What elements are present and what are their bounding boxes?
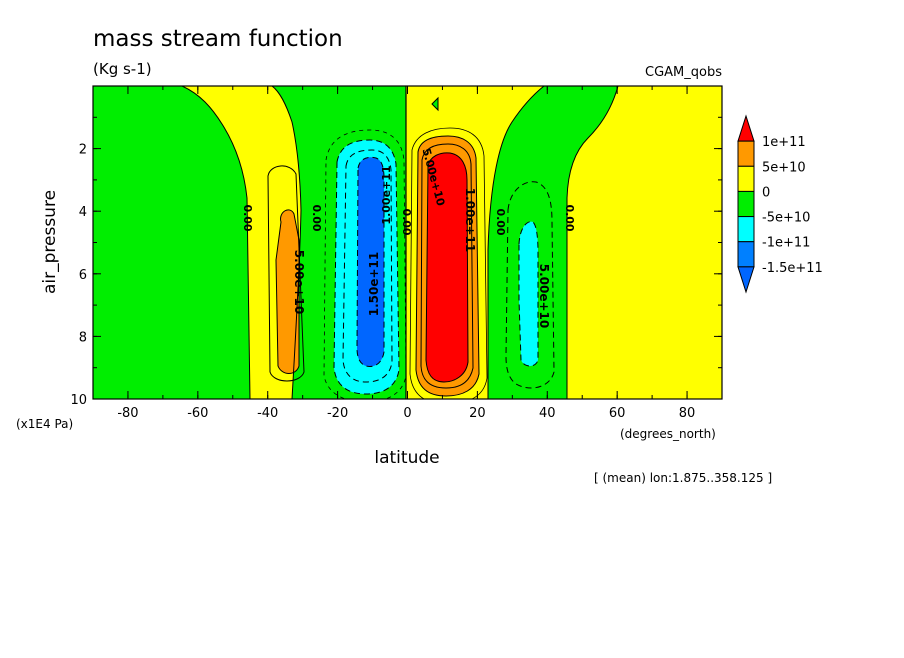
contour-label: 5.00e+10 [292, 250, 306, 315]
y-axis: 2 4 6 8 10 [70, 116, 722, 408]
x-tick-label: 0 [403, 406, 411, 421]
y-axis-title: air_pressure [40, 190, 60, 294]
x-tick-label: -40 [257, 406, 278, 421]
x-tick-label: 60 [609, 406, 626, 421]
x-tick-label: -20 [327, 406, 348, 421]
colorbar-label: 1e+11 [762, 135, 806, 150]
x-tick-label: -80 [117, 406, 138, 421]
colorbar-swatch [737, 190, 755, 218]
chart-title: mass stream function [93, 26, 343, 52]
colorbar-swatch [737, 241, 755, 268]
colorbar-label: -5e+10 [762, 211, 810, 226]
region-orange-left [276, 209, 299, 374]
region-red-right [426, 152, 468, 382]
colorbar-swatch [737, 140, 755, 167]
dataset-label: CGAM_qobs [645, 65, 722, 80]
region-blue-left [357, 157, 384, 367]
contour-label: 1.00e+11 [463, 188, 477, 253]
contour-lines [181, 86, 619, 399]
x-tick-label: 40 [539, 406, 556, 421]
colorbar-label: 5e+10 [762, 160, 806, 175]
x-axis-title: latitude [374, 448, 439, 468]
colorbar-label: 0 [762, 185, 770, 200]
y-tick-label: 2 [79, 143, 87, 158]
region-cyan-right [519, 221, 538, 366]
x-tick-label: 20 [469, 406, 486, 421]
y-tick-label: 10 [70, 393, 87, 408]
contour-labels: 0.00 0.00 5.00e+10 1.50e+11 1.00e+11 1.0… [241, 147, 576, 328]
contour-label: 0.00 [563, 204, 576, 231]
x-tick-label: -60 [187, 406, 208, 421]
x-units-label: (degrees_north) [620, 427, 716, 441]
contour-label: 0.00 [400, 208, 413, 235]
x-tick-label: 80 [679, 406, 696, 421]
contour-label: 5.00e+10 [537, 264, 551, 329]
colorbar-label: -1e+11 [762, 236, 810, 251]
top-marker [431, 96, 439, 112]
contour-label: 0.00 [241, 204, 254, 231]
colorbar-label: -1.5e+11 [762, 261, 823, 276]
contour-label: 0.00 [494, 208, 507, 235]
contour-label: 0.00 [310, 204, 323, 231]
y-tick-label: 6 [79, 268, 87, 283]
colorbar-swatch [737, 216, 755, 243]
chart-units: (Kg s-1) [93, 60, 152, 78]
footnote: [ (mean) lon:1.875..358.125 ] [594, 471, 772, 485]
colorbar-swatch [737, 165, 755, 192]
y-tick-label: 8 [79, 330, 87, 345]
colorbar-swatch [737, 266, 755, 294]
y-tick-label: 4 [79, 205, 87, 220]
contour-field: 0.00 0.00 5.00e+10 1.50e+11 1.00e+11 1.0… [93, 86, 722, 399]
region-green-left [93, 86, 250, 399]
contour-label: 1.50e+11 [367, 252, 381, 317]
colorbar-swatch [737, 114, 755, 142]
x-axis: -80 -60 -40 -20 0 20 40 60 80 [92, 86, 723, 421]
y-units-label: (x1E4 Pa) [16, 417, 73, 431]
colorbar: 1e+11 5e+10 0 -5e+10 -1e+11 -1.5e+11 [737, 114, 823, 294]
contour-label: 1.00e+11 [380, 165, 393, 224]
